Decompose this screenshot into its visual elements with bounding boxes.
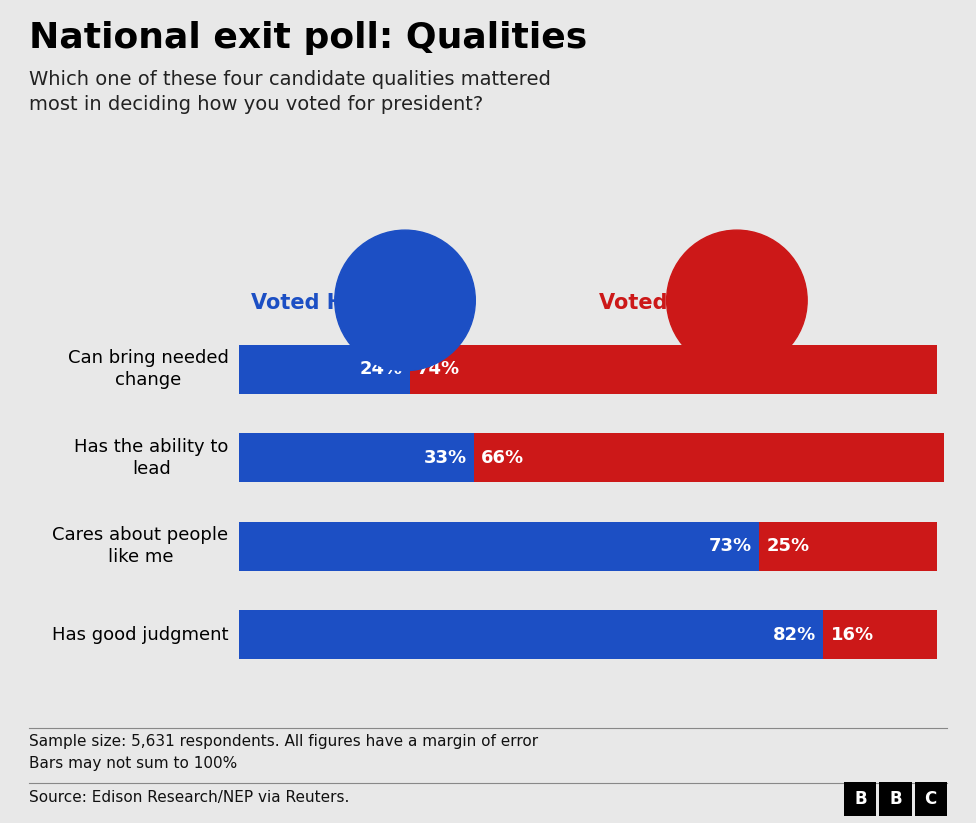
Text: 82%: 82% bbox=[773, 625, 816, 644]
Text: Voted Trump: Voted Trump bbox=[599, 293, 749, 313]
Bar bbox=[824, 611, 937, 659]
Text: B: B bbox=[889, 790, 902, 808]
Text: Sample size: 5,631 respondents. All figures have a margin of error: Sample size: 5,631 respondents. All figu… bbox=[29, 734, 539, 749]
Text: 66%: 66% bbox=[481, 449, 524, 467]
Text: National exit poll: Qualities: National exit poll: Qualities bbox=[29, 21, 588, 54]
Bar bbox=[474, 434, 945, 482]
Text: 33%: 33% bbox=[424, 449, 468, 467]
Text: B: B bbox=[854, 790, 867, 808]
Text: Has the ability to
lead: Has the ability to lead bbox=[74, 438, 228, 478]
Text: Can bring needed
change: Can bring needed change bbox=[67, 349, 228, 389]
Text: Voted Harris: Voted Harris bbox=[251, 293, 398, 313]
Bar bbox=[759, 522, 937, 570]
Text: 24%: 24% bbox=[360, 360, 403, 379]
Bar bbox=[239, 522, 759, 570]
Bar bbox=[239, 611, 824, 659]
Text: Which one of these four candidate qualities mattered
most in deciding how you vo: Which one of these four candidate qualit… bbox=[29, 70, 551, 114]
Bar bbox=[239, 345, 410, 393]
Bar bbox=[239, 434, 474, 482]
Text: 73%: 73% bbox=[709, 537, 752, 556]
Text: Has good judgment: Has good judgment bbox=[52, 625, 228, 644]
Text: Bars may not sum to 100%: Bars may not sum to 100% bbox=[29, 756, 237, 770]
Text: 25%: 25% bbox=[766, 537, 809, 556]
Text: 74%: 74% bbox=[418, 360, 461, 379]
Text: C: C bbox=[924, 790, 937, 808]
Bar bbox=[410, 345, 937, 393]
Text: Cares about people
like me: Cares about people like me bbox=[53, 526, 228, 566]
Text: Source: Edison Research/NEP via Reuters.: Source: Edison Research/NEP via Reuters. bbox=[29, 790, 349, 805]
Text: 16%: 16% bbox=[831, 625, 874, 644]
